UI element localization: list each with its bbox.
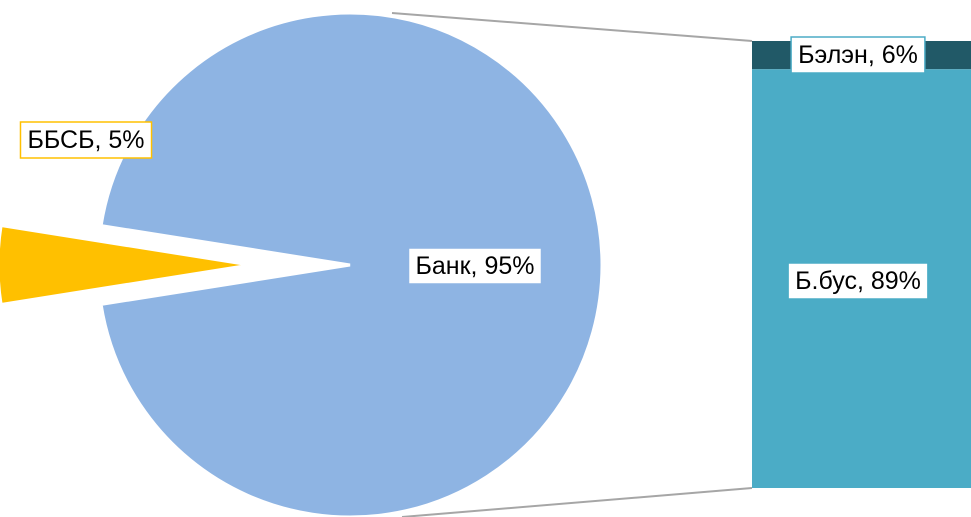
pie-slice-bank <box>99 11 604 517</box>
data-label-belen: Бэлэн, 6% <box>790 36 926 74</box>
pie-group <box>0 11 604 517</box>
pie-slice-bbsb <box>0 223 251 307</box>
data-label-bank-box <box>407 247 543 285</box>
data-label-bus-box <box>787 262 929 300</box>
data-label-bank-text: Банк, 95% <box>416 252 535 280</box>
data-labels: Банк, 95% ББСБ, 5% Бэлэн, 6% Б.бус, 89% <box>19 36 929 300</box>
connector-lines <box>391 12 753 517</box>
connector-line-top <box>391 12 753 42</box>
data-label-bbsb: ББСБ, 5% <box>19 121 153 159</box>
data-label-belen-box <box>790 36 926 74</box>
data-label-bbsb-box <box>19 121 153 159</box>
data-label-bbsb-text: ББСБ, 5% <box>27 126 144 154</box>
data-label-bus: Б.бус, 89% <box>787 262 929 300</box>
data-label-bank: Банк, 95% <box>407 247 543 285</box>
data-label-bus-text: Б.бус, 89% <box>795 267 921 295</box>
data-label-belen-text: Бэлэн, 6% <box>798 41 918 69</box>
connector-line-bottom <box>401 487 753 517</box>
